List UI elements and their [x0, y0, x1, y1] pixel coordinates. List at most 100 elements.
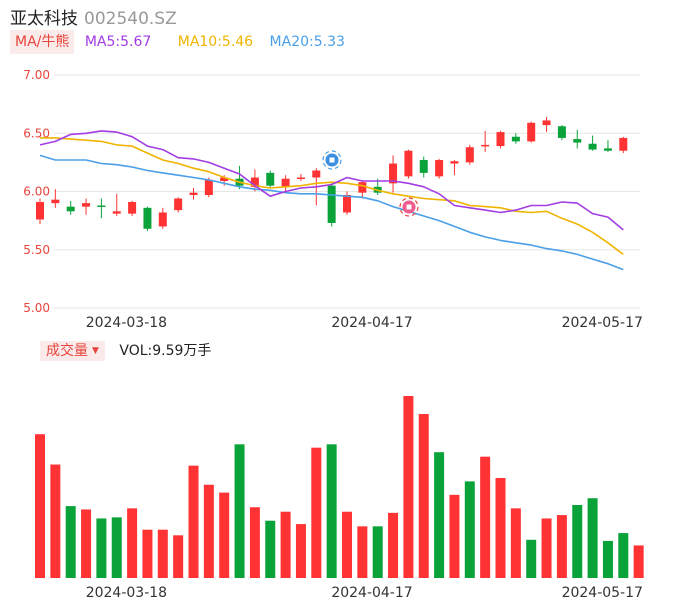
- volume-bar[interactable]: [142, 529, 153, 578]
- candle[interactable]: [511, 133, 520, 144]
- y-tick-label: 5.00: [23, 301, 50, 315]
- candle[interactable]: [266, 170, 275, 189]
- candle[interactable]: [66, 200, 75, 215]
- candle[interactable]: [358, 181, 367, 199]
- candle[interactable]: [465, 144, 474, 165]
- candle-body: [465, 147, 474, 163]
- candle-body: [481, 144, 490, 147]
- candle[interactable]: [419, 156, 428, 178]
- volume-bar[interactable]: [418, 413, 429, 578]
- candle[interactable]: [36, 198, 44, 225]
- volume-bar[interactable]: [572, 504, 583, 578]
- volume-bar[interactable]: [434, 452, 445, 578]
- candle[interactable]: [404, 149, 413, 179]
- candle-body: [189, 192, 198, 195]
- candle[interactable]: [573, 129, 582, 149]
- volume-bar[interactable]: [464, 481, 475, 578]
- y-tick-label: 6.00: [23, 185, 50, 199]
- candle-body: [419, 160, 428, 173]
- candle[interactable]: [496, 130, 505, 149]
- volume-bar[interactable]: [188, 465, 199, 578]
- stock-code: 002540.SZ: [84, 9, 177, 29]
- candle[interactable]: [619, 136, 628, 154]
- volume-bar[interactable]: [81, 509, 92, 578]
- candle[interactable]: [158, 207, 167, 229]
- candle[interactable]: [588, 135, 597, 151]
- candle[interactable]: [296, 174, 305, 182]
- candle-body: [66, 206, 75, 212]
- price-x-axis: 2024-03-18 2024-04-17 2024-05-17: [86, 315, 643, 331]
- candle[interactable]: [189, 188, 198, 200]
- volume-bar[interactable]: [495, 478, 506, 578]
- candle[interactable]: [603, 140, 612, 152]
- volume-bar[interactable]: [403, 396, 414, 578]
- volume-bar[interactable]: [280, 511, 291, 578]
- candle[interactable]: [128, 200, 137, 216]
- volume-bar[interactable]: [295, 524, 306, 578]
- volume-indicator-dropdown[interactable]: 成交量 ▼: [40, 341, 105, 361]
- volume-x-axis: 2024-03-18 2024-04-17 2024-05-17: [86, 585, 643, 601]
- volume-bar[interactable]: [35, 434, 45, 578]
- candle-body: [174, 198, 183, 211]
- volume-bar[interactable]: [342, 511, 352, 578]
- candle[interactable]: [327, 183, 336, 227]
- candle[interactable]: [97, 198, 106, 219]
- volume-bar[interactable]: [203, 484, 214, 578]
- candle[interactable]: [51, 189, 60, 208]
- volume-bar[interactable]: [510, 508, 521, 578]
- buy-signal-marker[interactable]: [322, 150, 342, 170]
- x-tick-label: 2024-04-17: [331, 585, 412, 601]
- volume-bar[interactable]: [556, 515, 567, 578]
- volume-bar[interactable]: [265, 520, 276, 578]
- candle[interactable]: [204, 177, 213, 198]
- volume-bar[interactable]: [234, 444, 245, 578]
- candle[interactable]: [542, 116, 551, 133]
- candle[interactable]: [343, 191, 351, 215]
- candle-body: [112, 211, 121, 214]
- ma5-label: MA5:5.67: [84, 34, 152, 50]
- y-tick-label: 7.00: [23, 68, 50, 82]
- volume-bar[interactable]: [618, 533, 629, 578]
- volume-bar[interactable]: [157, 529, 168, 578]
- candle-body: [250, 177, 259, 187]
- volume-bar[interactable]: [65, 506, 76, 578]
- candle[interactable]: [174, 197, 183, 213]
- volume-bar[interactable]: [311, 447, 322, 578]
- candle[interactable]: [481, 130, 490, 152]
- candle[interactable]: [82, 198, 91, 215]
- volume-bar[interactable]: [50, 464, 61, 578]
- candle[interactable]: [281, 175, 290, 193]
- sell-signal-marker[interactable]: [399, 197, 419, 217]
- volume-bar[interactable]: [173, 535, 184, 578]
- candle[interactable]: [112, 193, 121, 216]
- candle[interactable]: [143, 206, 152, 232]
- x-tick-label: 2024-05-17: [562, 315, 643, 331]
- stock-name: 亚太科技: [10, 9, 78, 29]
- candle[interactable]: [527, 121, 536, 143]
- volume-bar[interactable]: [111, 517, 122, 578]
- candle[interactable]: [250, 169, 259, 192]
- candle[interactable]: [389, 155, 398, 193]
- volume-bar[interactable]: [249, 507, 260, 578]
- candle-body: [312, 170, 321, 178]
- candle[interactable]: [435, 158, 444, 179]
- volume-value-label: VOL:9.59万手: [119, 343, 212, 359]
- volume-bar[interactable]: [219, 492, 230, 578]
- volume-bar[interactable]: [541, 518, 552, 578]
- volume-bar[interactable]: [357, 526, 368, 578]
- volume-bar[interactable]: [127, 508, 138, 578]
- volume-bar[interactable]: [449, 494, 460, 578]
- volume-bar[interactable]: [633, 545, 644, 578]
- volume-bar[interactable]: [480, 456, 491, 578]
- candle[interactable]: [450, 160, 459, 176]
- volume-bar[interactable]: [587, 498, 598, 578]
- volume-bar[interactable]: [96, 518, 107, 578]
- candle[interactable]: [557, 125, 566, 141]
- volume-bar[interactable]: [602, 540, 613, 578]
- ma-indicator-tab[interactable]: MA/牛熊: [10, 30, 75, 54]
- volume-bar[interactable]: [388, 512, 399, 578]
- volume-bar[interactable]: [526, 539, 537, 578]
- volume-bar[interactable]: [372, 526, 383, 578]
- volume-bar[interactable]: [326, 444, 337, 578]
